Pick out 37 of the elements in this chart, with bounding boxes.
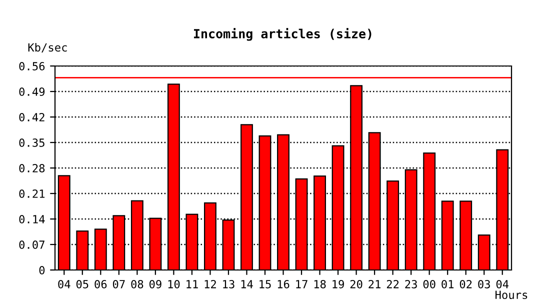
y-tick-label: 0	[39, 266, 45, 274]
x-tick-label: 20	[350, 280, 362, 288]
y-tick-label: 0.28	[19, 164, 45, 172]
x-tick-label: 16	[278, 280, 290, 288]
y-tick-label: 0.49	[19, 88, 45, 96]
x-axis-title: Hours	[496, 290, 528, 300]
x-tick-label: 21	[368, 280, 380, 288]
x-tick-label: 14	[241, 280, 253, 288]
y-tick-label: 0.42	[19, 113, 44, 122]
y-tick-label: 0.14	[19, 215, 45, 224]
x-tick-label: 11	[186, 280, 198, 288]
x-tick-label: 06	[94, 280, 107, 288]
y-tick-label: 0.35	[19, 138, 44, 147]
x-tick-label: 00	[423, 280, 436, 288]
x-tick-label: 03	[478, 280, 490, 288]
y-tick-label: 0.07	[19, 240, 44, 249]
y-tick-label: 0.21	[19, 190, 45, 198]
x-tick-label: 04	[496, 280, 509, 288]
x-tick-label: 02	[460, 280, 472, 288]
x-tick-label: 18	[314, 280, 326, 288]
x-tick-label: 17	[296, 280, 308, 288]
chart-title: Incoming articles (size)	[194, 28, 372, 41]
x-tick-label: 13	[223, 280, 234, 288]
x-tick-label: 09	[149, 280, 162, 288]
x-tick-label: 08	[131, 280, 144, 288]
x-tick-label: 22	[386, 280, 399, 288]
x-tick-label: 19	[332, 280, 344, 288]
x-tick-label: 12	[204, 280, 216, 288]
x-tick-label: 10	[168, 280, 180, 288]
x-tick-label: 05	[76, 280, 88, 288]
x-tick-label: 23	[405, 280, 417, 288]
x-tick-label: 04	[58, 280, 70, 288]
x-tick-label: 01	[442, 280, 454, 288]
x-tick-label: 07	[112, 280, 125, 288]
y-tick-label: 0.56	[19, 62, 45, 70]
y-axis-title: Kb/sec	[28, 43, 67, 52]
x-tick-label: 15	[260, 280, 271, 288]
